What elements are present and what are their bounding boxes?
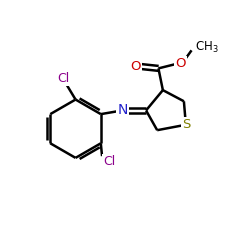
Text: CH$_3$: CH$_3$ [195,40,219,55]
Text: Cl: Cl [103,154,115,168]
Text: N: N [118,104,128,118]
Text: Cl: Cl [57,72,69,85]
Text: O: O [130,60,141,73]
Text: S: S [182,118,190,131]
Text: O: O [175,58,186,70]
